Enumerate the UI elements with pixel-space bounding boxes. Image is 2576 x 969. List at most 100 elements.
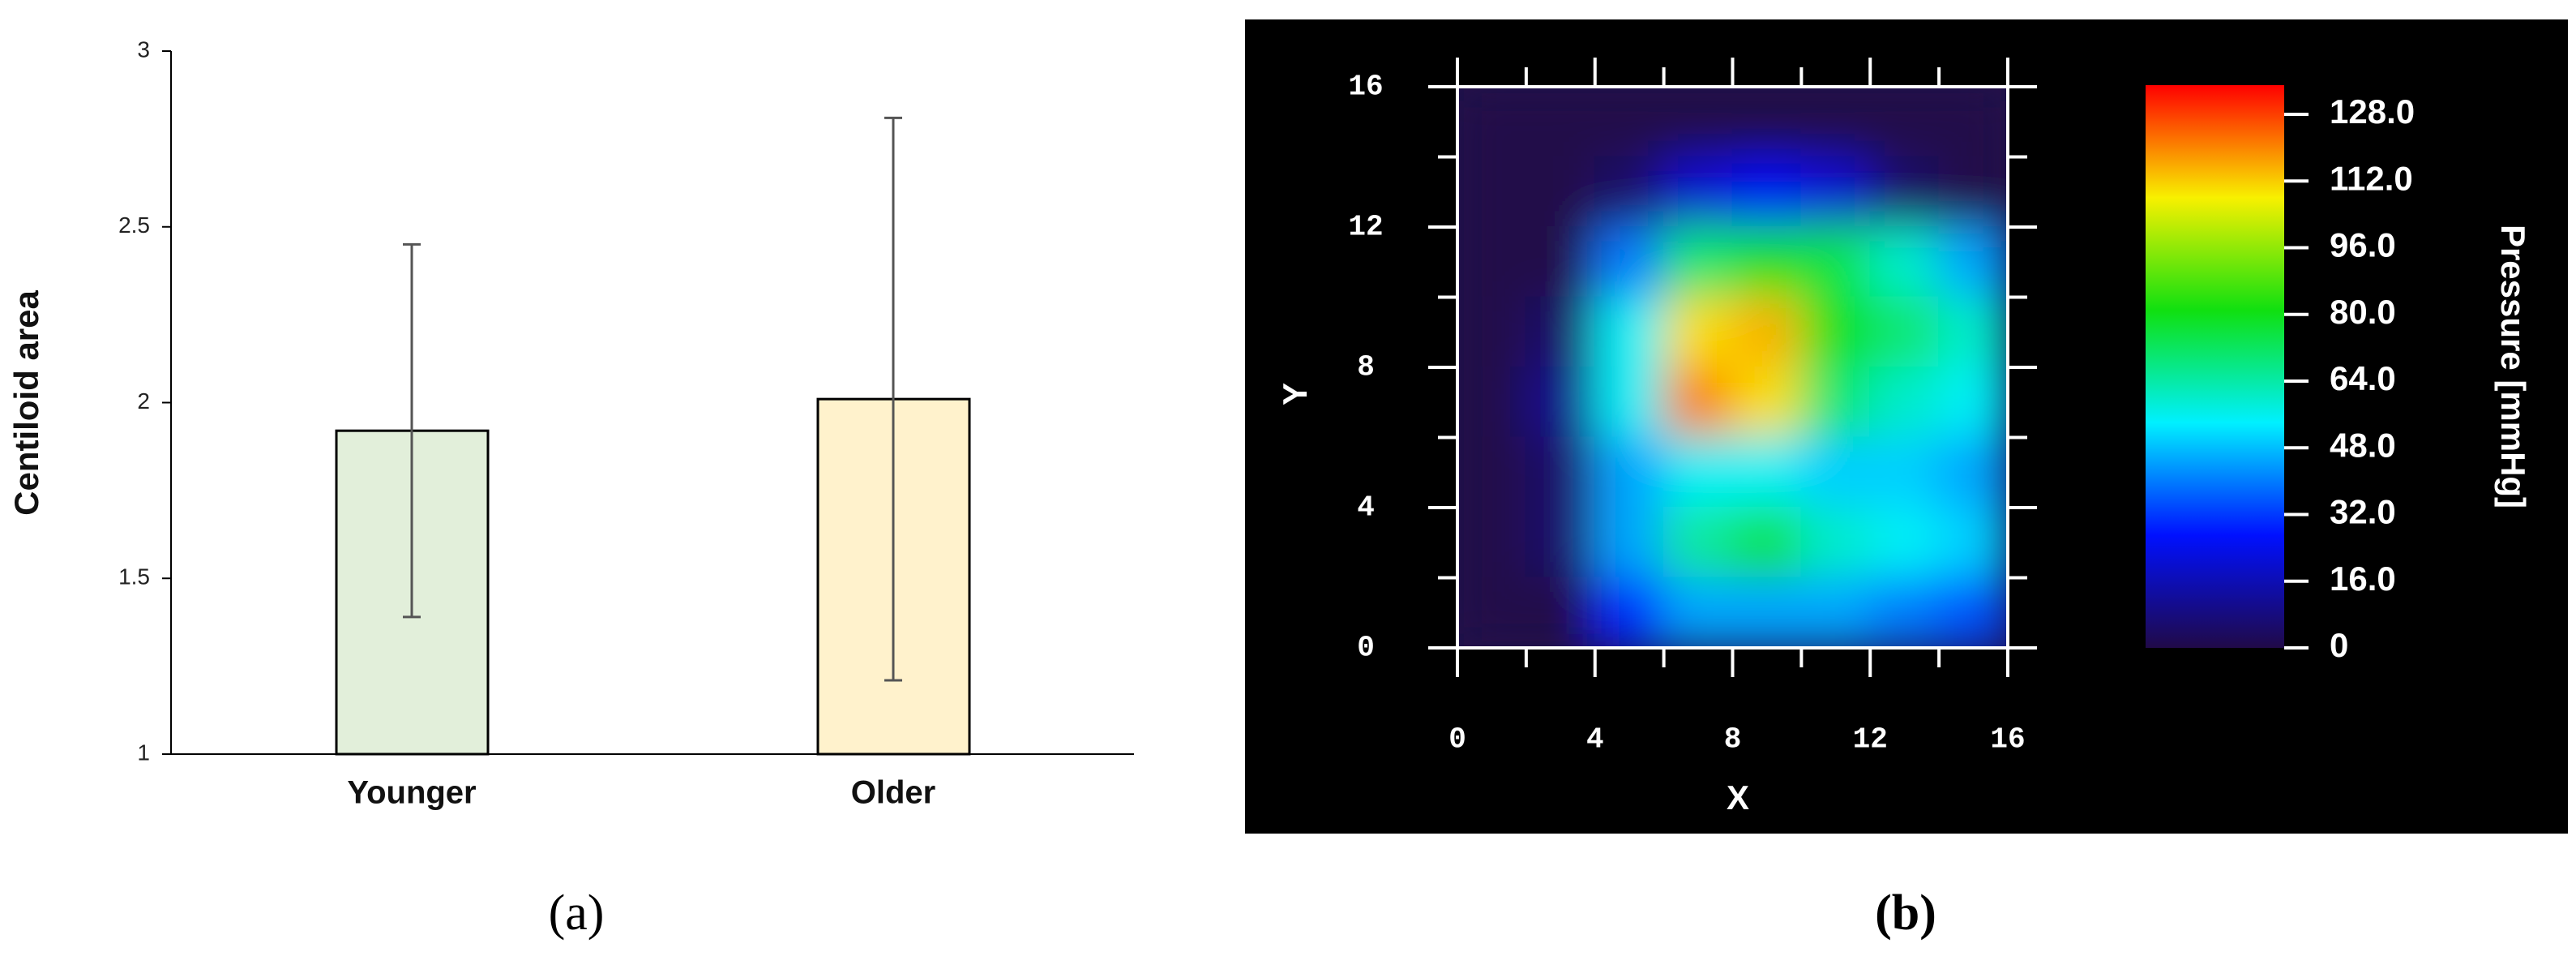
colorbar-tick-label: 80.0 bbox=[2330, 293, 2396, 331]
colorbar-tick-label: 16.0 bbox=[2330, 560, 2396, 598]
colorbar-tick-label: 32.0 bbox=[2330, 493, 2396, 531]
heat-cell bbox=[1869, 577, 1941, 648]
x-tick-label: 12 bbox=[1853, 723, 1888, 757]
heat-cell bbox=[1731, 87, 1803, 158]
y-tick-label: 2.5 bbox=[118, 212, 150, 238]
y-tick-label: 0 bbox=[1357, 632, 1375, 665]
plot bbox=[1457, 87, 2008, 648]
heat-cell bbox=[1662, 577, 1734, 648]
heat-cell bbox=[1594, 226, 1665, 298]
heat-cell bbox=[1457, 367, 1527, 439]
colorbar-tick-label: 96.0 bbox=[2330, 226, 2396, 264]
heat-cell bbox=[1800, 226, 1872, 298]
y-tick-label: 3 bbox=[137, 36, 150, 62]
heat-cell bbox=[1938, 577, 2008, 648]
heat-cell bbox=[1662, 87, 1734, 158]
heat-cell bbox=[1525, 507, 1596, 579]
y-tick-label: 1.5 bbox=[118, 564, 150, 590]
heat-cell bbox=[1662, 436, 1734, 508]
heat-cell bbox=[1800, 156, 1872, 228]
y-axis-label: Y bbox=[1276, 383, 1314, 405]
colorbar-tick-label: 128.0 bbox=[2330, 92, 2415, 131]
heat-cell bbox=[1938, 296, 2008, 368]
heat-cell bbox=[1938, 87, 2008, 158]
heat-cell bbox=[1731, 156, 1803, 228]
caption: (a) bbox=[549, 885, 605, 941]
colorbar-tick-label: 0 bbox=[2330, 626, 2348, 664]
heat-cell bbox=[1938, 507, 2008, 579]
heat-cell bbox=[1662, 296, 1734, 368]
colorbar-tick-label: 64.0 bbox=[2330, 359, 2396, 397]
heat-cell bbox=[1800, 507, 1872, 579]
colorbar bbox=[2146, 85, 2284, 648]
x-axis-label: X bbox=[1727, 778, 1749, 817]
heat-cell bbox=[1457, 87, 1527, 158]
heat-cell bbox=[1731, 226, 1803, 298]
heat-cell bbox=[1731, 367, 1803, 439]
colorbar-tick-label: 112.0 bbox=[2330, 159, 2413, 197]
heat-cell bbox=[1594, 156, 1665, 228]
heat-cell bbox=[1594, 577, 1665, 648]
heat-cell bbox=[1731, 507, 1803, 579]
heat-cell bbox=[1662, 156, 1734, 228]
heat-cell bbox=[1938, 436, 2008, 508]
heat-cell bbox=[1594, 507, 1665, 579]
heat-cell bbox=[1869, 226, 1941, 298]
heat-cell bbox=[1457, 577, 1527, 648]
heat-cell bbox=[1457, 156, 1527, 228]
x-tick-label: Older bbox=[851, 775, 935, 811]
heat-cell bbox=[1525, 296, 1596, 368]
colorbar-tick-label: 48.0 bbox=[2330, 426, 2396, 464]
heat-cell bbox=[1800, 87, 1872, 158]
error-bar bbox=[403, 242, 421, 619]
heat-cell bbox=[1594, 367, 1665, 439]
heat-cell bbox=[1525, 87, 1596, 158]
heat-cell bbox=[1938, 156, 2008, 228]
heat-cell bbox=[1869, 296, 1941, 368]
heat-cell bbox=[1800, 436, 1872, 508]
heat-cell bbox=[1731, 436, 1803, 508]
heat-cell bbox=[1594, 436, 1665, 508]
heat-cell bbox=[1457, 436, 1527, 508]
y-tick-label: 2 bbox=[137, 388, 150, 414]
heat-cell bbox=[1594, 87, 1665, 158]
heat-cell bbox=[1938, 226, 2008, 298]
heat-cell bbox=[1662, 507, 1734, 579]
heat-cell bbox=[1800, 577, 1872, 648]
heat-cell bbox=[1525, 577, 1596, 648]
heat-cell bbox=[1800, 296, 1872, 368]
y-tick-label: 1 bbox=[137, 740, 150, 765]
heat-cell bbox=[1525, 367, 1596, 439]
x-tick-label: 16 bbox=[1990, 723, 2025, 757]
heat-cell bbox=[1731, 296, 1803, 368]
heat-cell bbox=[1457, 296, 1527, 368]
x-tick-label: Younger bbox=[347, 775, 476, 811]
heat-cell bbox=[1938, 367, 2008, 439]
y-tick-label: 4 bbox=[1357, 491, 1375, 525]
y-tick-label: 8 bbox=[1357, 351, 1375, 384]
heat-cell bbox=[1800, 367, 1872, 439]
heat-cell bbox=[1525, 226, 1596, 298]
caption: (b) bbox=[1875, 885, 1936, 941]
heat-cell bbox=[1457, 507, 1527, 579]
heat-cell bbox=[1662, 226, 1734, 298]
heat-cell bbox=[1662, 367, 1734, 439]
heat-cell bbox=[1869, 436, 1941, 508]
heat-cell bbox=[1869, 87, 1941, 158]
x-tick-label: 8 bbox=[1724, 723, 1742, 757]
heat-cell bbox=[1457, 226, 1527, 298]
heat-cell bbox=[1869, 156, 1941, 228]
heat-cells bbox=[1457, 87, 2008, 648]
error-bar bbox=[884, 116, 902, 682]
y-tick-label: 12 bbox=[1348, 211, 1383, 244]
heat-cell bbox=[1594, 296, 1665, 368]
y-axis-label: Centiloid area bbox=[7, 289, 45, 515]
x-tick-label: 4 bbox=[1586, 723, 1604, 757]
heat-cell bbox=[1731, 577, 1803, 648]
heat-cell bbox=[1869, 367, 1941, 439]
y-tick-label: 16 bbox=[1348, 71, 1383, 104]
heat-cell bbox=[1525, 436, 1596, 508]
heat-cell bbox=[1869, 507, 1941, 579]
colorbar-label: Pressure [mmHg] bbox=[2494, 225, 2532, 508]
